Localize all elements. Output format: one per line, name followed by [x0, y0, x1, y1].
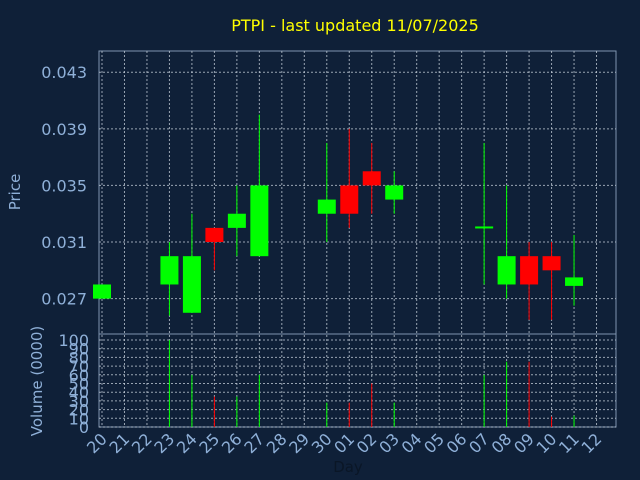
price-tick-label: 0.039 — [41, 120, 87, 139]
volume-tick-label: 0 — [79, 418, 89, 437]
volume-tick-label: 40 — [69, 383, 89, 402]
candle-body — [497, 256, 516, 285]
candle-body — [542, 256, 561, 271]
candle-body — [317, 199, 336, 214]
chart-title: PTPI - last updated 11/07/2025 — [231, 16, 479, 35]
candle-layer — [93, 114, 584, 320]
candle-body — [182, 256, 201, 313]
volume-tick-label: 80 — [69, 348, 89, 367]
volume-tick-label: 100 — [58, 331, 89, 350]
volume-tick-label: 90 — [69, 340, 89, 359]
candle-body — [362, 171, 381, 186]
volume-tick-label: 50 — [69, 375, 89, 394]
volume-tick-label: 70 — [69, 357, 89, 376]
volume-tick-label: 30 — [69, 392, 89, 411]
candle-body — [340, 185, 359, 214]
candle-body — [227, 213, 246, 228]
volume-plot-area — [98, 333, 617, 428]
volume-axis-label: Volume (0000) — [28, 326, 46, 436]
price-tick-label: 0.043 — [41, 63, 87, 82]
y-axis-label: Price — [6, 174, 24, 211]
volume-tick-label: 20 — [69, 401, 89, 420]
volume-tick-label: 60 — [69, 366, 89, 385]
candle-body — [93, 284, 111, 299]
price-tick-label: 0.027 — [41, 290, 87, 309]
candle-body — [385, 185, 404, 200]
candle-body — [160, 256, 179, 285]
price-tick-label: 0.031 — [41, 233, 87, 252]
x-axis-label: Day — [333, 458, 363, 476]
volume-tick-label: 10 — [69, 409, 89, 428]
candle-body — [205, 227, 224, 243]
candle-body — [250, 185, 269, 257]
candle-body — [520, 256, 539, 285]
candle-body — [565, 277, 584, 286]
x-tick-label: 12 — [578, 429, 606, 457]
volume-layer — [168, 340, 575, 427]
candle-body — [475, 226, 494, 229]
price-tick-label: 0.035 — [41, 176, 87, 195]
